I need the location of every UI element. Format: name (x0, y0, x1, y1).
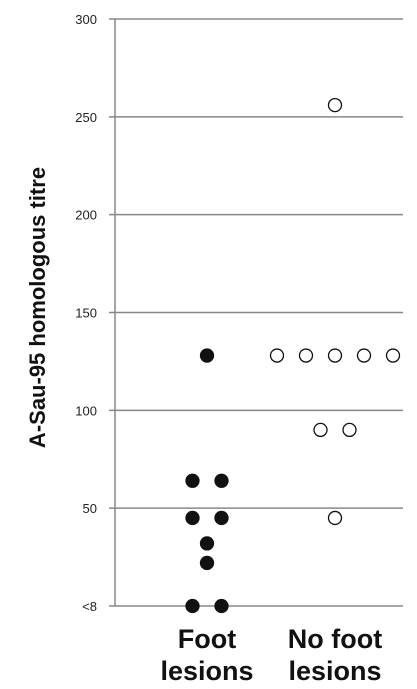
data-point-no-foot-lesions (385, 348, 401, 363)
data-point-no-foot-lesions (298, 348, 314, 363)
data-point-foot-lesions (199, 536, 215, 551)
data-point-foot-lesions (214, 598, 229, 614)
category-label: No foot (288, 624, 382, 654)
data-point-no-foot-lesions (327, 510, 343, 526)
y-tick-label: 50 (83, 501, 97, 516)
data-point-foot-lesions (199, 348, 215, 363)
category-label: lesions (288, 656, 381, 686)
data-point-foot-lesions (185, 473, 200, 488)
y-tick-label: 100 (75, 403, 97, 418)
category-label: lesions (160, 656, 253, 686)
y-tick-labels: <8 50 100 150 200 250 300 (75, 12, 97, 614)
data-points (185, 97, 401, 614)
y-tick-label: 150 (75, 306, 97, 321)
data-point-no-foot-lesions (342, 422, 357, 438)
data-point-foot-lesions (185, 598, 200, 614)
y-tick-label: 200 (75, 208, 97, 223)
gridlines (109, 18, 403, 607)
data-point-no-foot-lesions (327, 97, 343, 113)
y-tick-label: <8 (82, 599, 97, 614)
data-point-foot-lesions (185, 510, 200, 526)
category-label: Foot (178, 624, 236, 654)
data-point-no-foot-lesions (356, 348, 372, 363)
data-point-no-foot-lesions (269, 348, 285, 363)
y-axis-label: A-Sau-95 homologous titre (25, 167, 50, 448)
data-point-no-foot-lesions (327, 348, 343, 363)
data-point-no-foot-lesions (313, 422, 328, 438)
y-tick-label: 250 (75, 110, 97, 125)
y-tick-label: 300 (75, 12, 97, 27)
data-point-foot-lesions (199, 555, 215, 571)
data-point-foot-lesions (214, 510, 229, 526)
data-point-foot-lesions (214, 473, 229, 488)
